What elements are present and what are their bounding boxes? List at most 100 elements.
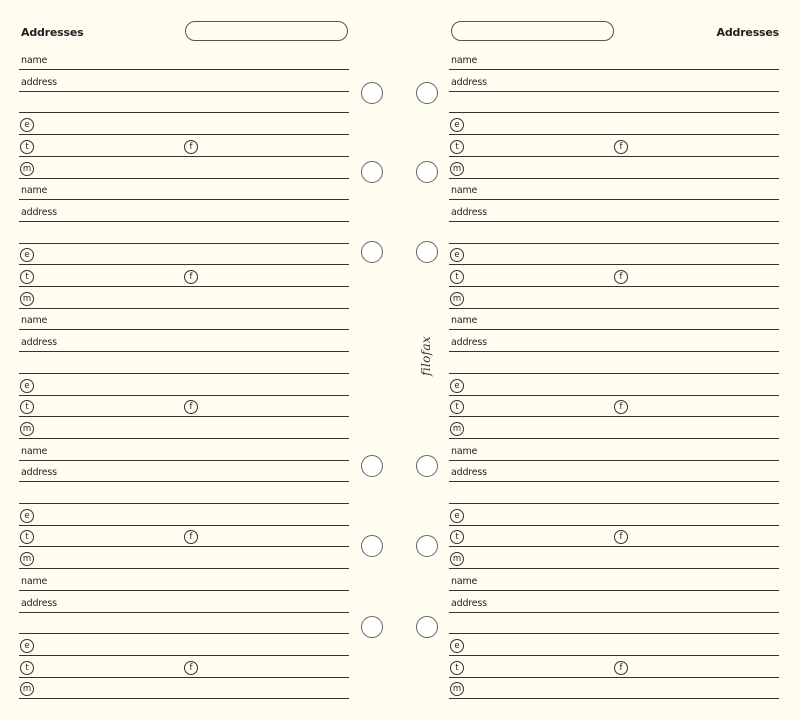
name-line[interactable]: name — [449, 569, 779, 591]
address-label: address — [451, 597, 487, 609]
blank-line[interactable] — [449, 222, 779, 244]
email-line[interactable]: e — [19, 634, 349, 656]
email-icon: e — [450, 118, 464, 133]
phone-icon: t — [20, 400, 34, 415]
mobile-line[interactable]: m — [19, 417, 349, 439]
mobile-line[interactable]: m — [449, 287, 779, 309]
mobile-icon: m — [450, 291, 464, 306]
address-line[interactable]: address — [19, 200, 349, 222]
punch-hole — [416, 535, 438, 557]
mobile-line[interactable]: m — [19, 287, 349, 309]
fax-icon: f — [614, 400, 628, 415]
phone-icon: t — [20, 530, 34, 545]
email-line[interactable]: e — [19, 504, 349, 526]
name-line[interactable]: name — [19, 308, 349, 331]
phone-icon: t — [450, 400, 464, 415]
name-line[interactable]: name — [19, 569, 349, 591]
email-line[interactable]: e — [449, 374, 779, 396]
name-line[interactable]: name — [19, 439, 349, 461]
blank-line[interactable] — [19, 91, 349, 114]
page-title: Addresses — [21, 26, 84, 39]
email-line[interactable]: e — [449, 243, 779, 266]
mobile-line[interactable]: m — [449, 417, 779, 439]
punch-hole — [361, 161, 383, 183]
phone-icon: t — [450, 660, 464, 675]
blank-line[interactable] — [449, 482, 779, 504]
phone-icon: t — [20, 139, 34, 154]
phone-icon: t — [20, 270, 34, 284]
mobile-line[interactable]: m — [449, 547, 779, 570]
phone-icon: t — [20, 660, 34, 675]
phone-icon: t — [450, 530, 464, 545]
blank-line[interactable] — [19, 482, 349, 504]
mobile-line[interactable]: m — [19, 157, 349, 179]
mobile-icon: m — [450, 552, 464, 567]
punch-hole — [416, 616, 438, 638]
name-line[interactable]: name — [449, 48, 779, 70]
mobile-icon: m — [20, 552, 34, 567]
email-line[interactable]: e — [449, 113, 779, 136]
mobile-icon: m — [450, 682, 464, 697]
page-header: Addresses — [449, 18, 779, 48]
mobile-icon: m — [20, 161, 34, 176]
email-line[interactable]: e — [449, 504, 779, 526]
index-tab-field[interactable] — [451, 21, 614, 41]
address-label: address — [451, 337, 487, 349]
mobile-icon: m — [450, 161, 464, 176]
email-icon: e — [20, 508, 34, 523]
address-line[interactable]: address — [449, 200, 779, 222]
name-line[interactable]: name — [19, 48, 349, 70]
fax-icon: f — [614, 270, 628, 284]
email-line[interactable]: e — [19, 243, 349, 266]
email-line[interactable]: e — [449, 634, 779, 656]
name-line[interactable]: name — [449, 178, 779, 201]
punch-hole — [361, 455, 383, 477]
punch-hole — [361, 82, 383, 104]
name-line[interactable]: name — [449, 439, 779, 461]
punch-hole — [416, 161, 438, 183]
address-line[interactable]: address — [449, 330, 779, 353]
address-line[interactable]: address — [449, 460, 779, 483]
address-line[interactable]: address — [449, 70, 779, 92]
fax-icon: f — [184, 270, 198, 284]
mobile-line[interactable]: m — [449, 677, 779, 700]
page-title: Addresses — [716, 26, 780, 39]
address-line[interactable]: address — [19, 460, 349, 483]
blank-line[interactable] — [19, 352, 349, 374]
blank-line[interactable] — [449, 612, 779, 635]
address-line[interactable]: address — [19, 330, 349, 353]
blank-line[interactable] — [449, 91, 779, 114]
email-line[interactable]: e — [19, 113, 349, 136]
blank-line[interactable] — [19, 612, 349, 635]
blank-line[interactable] — [449, 352, 779, 374]
address-line[interactable]: address — [449, 591, 779, 613]
email-icon: e — [450, 378, 464, 393]
fax-icon: f — [184, 400, 198, 415]
address-label: address — [451, 76, 487, 88]
mobile-line[interactable]: m — [19, 677, 349, 700]
name-line[interactable]: name — [449, 308, 779, 331]
email-icon: e — [450, 248, 464, 263]
blank-line[interactable] — [19, 222, 349, 244]
punch-hole — [361, 616, 383, 638]
name-line[interactable]: name — [19, 178, 349, 201]
mobile-line[interactable]: m — [19, 547, 349, 570]
index-tab-field[interactable] — [185, 21, 348, 41]
name-label: name — [21, 575, 48, 587]
address-line[interactable]: address — [19, 70, 349, 92]
email-line[interactable]: e — [19, 374, 349, 396]
address-line[interactable]: address — [19, 591, 349, 613]
mobile-icon: m — [20, 421, 34, 436]
mobile-line[interactable]: m — [449, 157, 779, 179]
